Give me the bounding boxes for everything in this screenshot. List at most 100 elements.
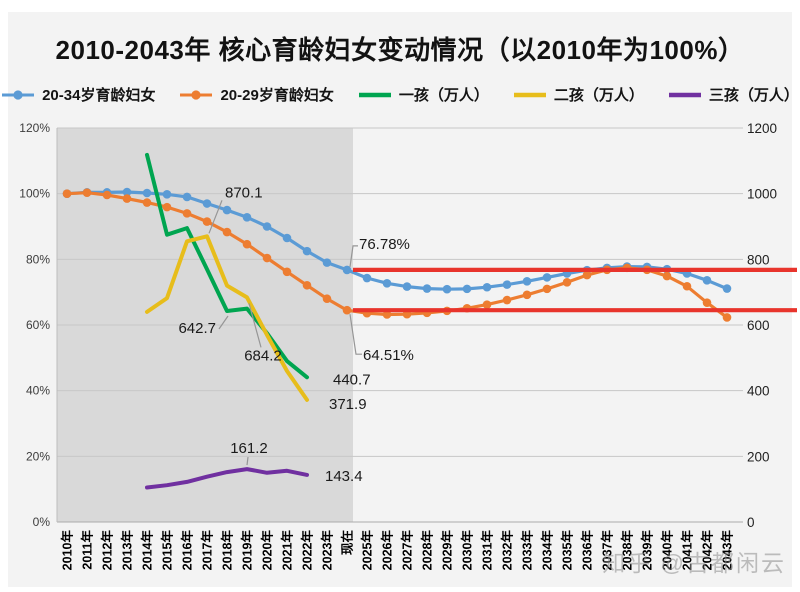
axis-tick-left: 20% [26, 449, 50, 463]
axis-tick-x: 2032年 [500, 530, 515, 571]
data-point [562, 278, 572, 287]
axis-tick-right: 600 [747, 318, 770, 333]
data-point [262, 253, 272, 263]
legend-marker-icon [513, 92, 546, 97]
legend-item: 二孩（万人） [513, 84, 644, 105]
data-point [202, 217, 212, 226]
axis-tick-x: 2019年 [240, 530, 255, 571]
data-point [222, 227, 232, 237]
axis-tick-x: 2014年 [140, 530, 155, 571]
series-line-三孩（万人） [145, 467, 309, 490]
axis-tick-x: 2022年 [300, 530, 315, 571]
legend-item: 20-34岁育龄妇女 [1, 84, 155, 105]
annotation-label: 684.2 [244, 347, 282, 364]
data-point [302, 246, 312, 256]
annotation-leader [208, 200, 223, 234]
data-point [182, 209, 192, 218]
data-point [582, 270, 592, 280]
axis-tick-x: 2023年 [320, 530, 335, 571]
data-point [522, 290, 532, 300]
axis-tick-x: 2013年 [120, 530, 135, 571]
data-point [122, 187, 132, 197]
axis-tick-right: 1200 [747, 121, 777, 136]
data-point [242, 213, 252, 222]
data-point [382, 310, 392, 319]
data-point [362, 273, 372, 283]
data-point [102, 190, 112, 200]
axis-tick-x: 2036年 [580, 530, 595, 571]
axis-tick-right: 1000 [747, 187, 777, 202]
chart-title: 2010-2043年 核心育龄妇女变动情况（以2010年为100%） [55, 35, 745, 65]
axis-tick-x: 2037年 [600, 530, 615, 571]
legend-item: 一孩（万人） [358, 84, 489, 105]
axis-tick-x: 2043年 [720, 530, 735, 571]
chart-legend: 20-34岁育龄妇女 20-29岁育龄妇女 一孩（万人） 二孩（万人） 三孩（万人） [0, 84, 800, 105]
annotation-label: 143.4 [325, 468, 363, 485]
data-point [222, 205, 232, 215]
axis-tick-x: 2042年 [700, 530, 715, 571]
axis-tick-x: 2018年 [220, 530, 235, 571]
annotation-label: 76.78% [359, 236, 410, 253]
axis-tick-x: 2033年 [520, 530, 535, 571]
data-point [722, 284, 732, 293]
data-point [702, 298, 712, 307]
data-point [462, 284, 472, 294]
legend-label: 20-29岁育龄妇女 [220, 87, 334, 104]
axis-tick-left: 0% [33, 515, 51, 529]
legend-label: 三孩（万人） [708, 87, 799, 104]
data-point [342, 305, 352, 315]
legend-marker-icon [668, 92, 701, 97]
data-point [242, 239, 252, 249]
annotation-leader [349, 314, 362, 355]
data-point [422, 284, 432, 293]
axis-tick-x: 2034年 [540, 530, 555, 571]
axis-tick-x: 2035年 [560, 530, 575, 571]
legend-item: 三孩（万人） [668, 84, 799, 105]
axis-tick-x: 2039年 [640, 530, 655, 571]
data-point [322, 258, 332, 267]
data-point [162, 202, 172, 212]
data-point [402, 282, 412, 291]
data-point [282, 267, 292, 277]
data-point [522, 277, 532, 286]
data-point [342, 265, 352, 275]
annotation-leader [218, 315, 229, 330]
annotation-label: 642.7 [178, 320, 216, 337]
axis-tick-x: 2030年 [460, 530, 475, 571]
annotation-label: 161.2 [230, 440, 268, 457]
data-point [62, 189, 72, 198]
series-line-二孩（万人） [145, 234, 309, 402]
axis-tick-right: 400 [747, 384, 770, 399]
legend-label: 20-34岁育龄妇女 [42, 87, 156, 104]
data-point [182, 192, 192, 202]
axis-tick-x: 2026年 [380, 530, 395, 571]
axis-tick-x: 2021年 [280, 530, 295, 571]
data-point [662, 271, 672, 281]
data-point [682, 281, 692, 291]
axis-tick-left: 40% [26, 384, 50, 398]
axis-tick-x: 2025年 [360, 530, 375, 571]
axis-tick-x: 2011年 [80, 530, 95, 570]
axis-tick-left: 100% [19, 187, 50, 201]
data-point [262, 222, 272, 231]
legend-marker-icon [2, 89, 35, 100]
data-point [542, 273, 552, 282]
series-line-一孩（万人） [145, 152, 309, 380]
annotation-label: 371.9 [329, 396, 367, 413]
data-point [482, 282, 492, 292]
annotation-leader [248, 303, 262, 348]
legend-marker-icon [180, 89, 213, 100]
annotation-leader [246, 456, 249, 466]
legend-marker-icon [358, 92, 391, 97]
axis-tick-x: 2015年 [160, 530, 175, 571]
axis-tick-left: 60% [26, 318, 50, 332]
data-point [702, 276, 712, 285]
axis-tick-right: 0 [747, 515, 755, 530]
annotation-label: 64.51% [363, 347, 414, 364]
axis-tick-x: 2040年 [660, 530, 675, 571]
annotation-label: 870.1 [225, 184, 263, 201]
data-point [442, 284, 452, 294]
data-point [82, 188, 92, 197]
axis-tick-left: 120% [19, 121, 50, 135]
